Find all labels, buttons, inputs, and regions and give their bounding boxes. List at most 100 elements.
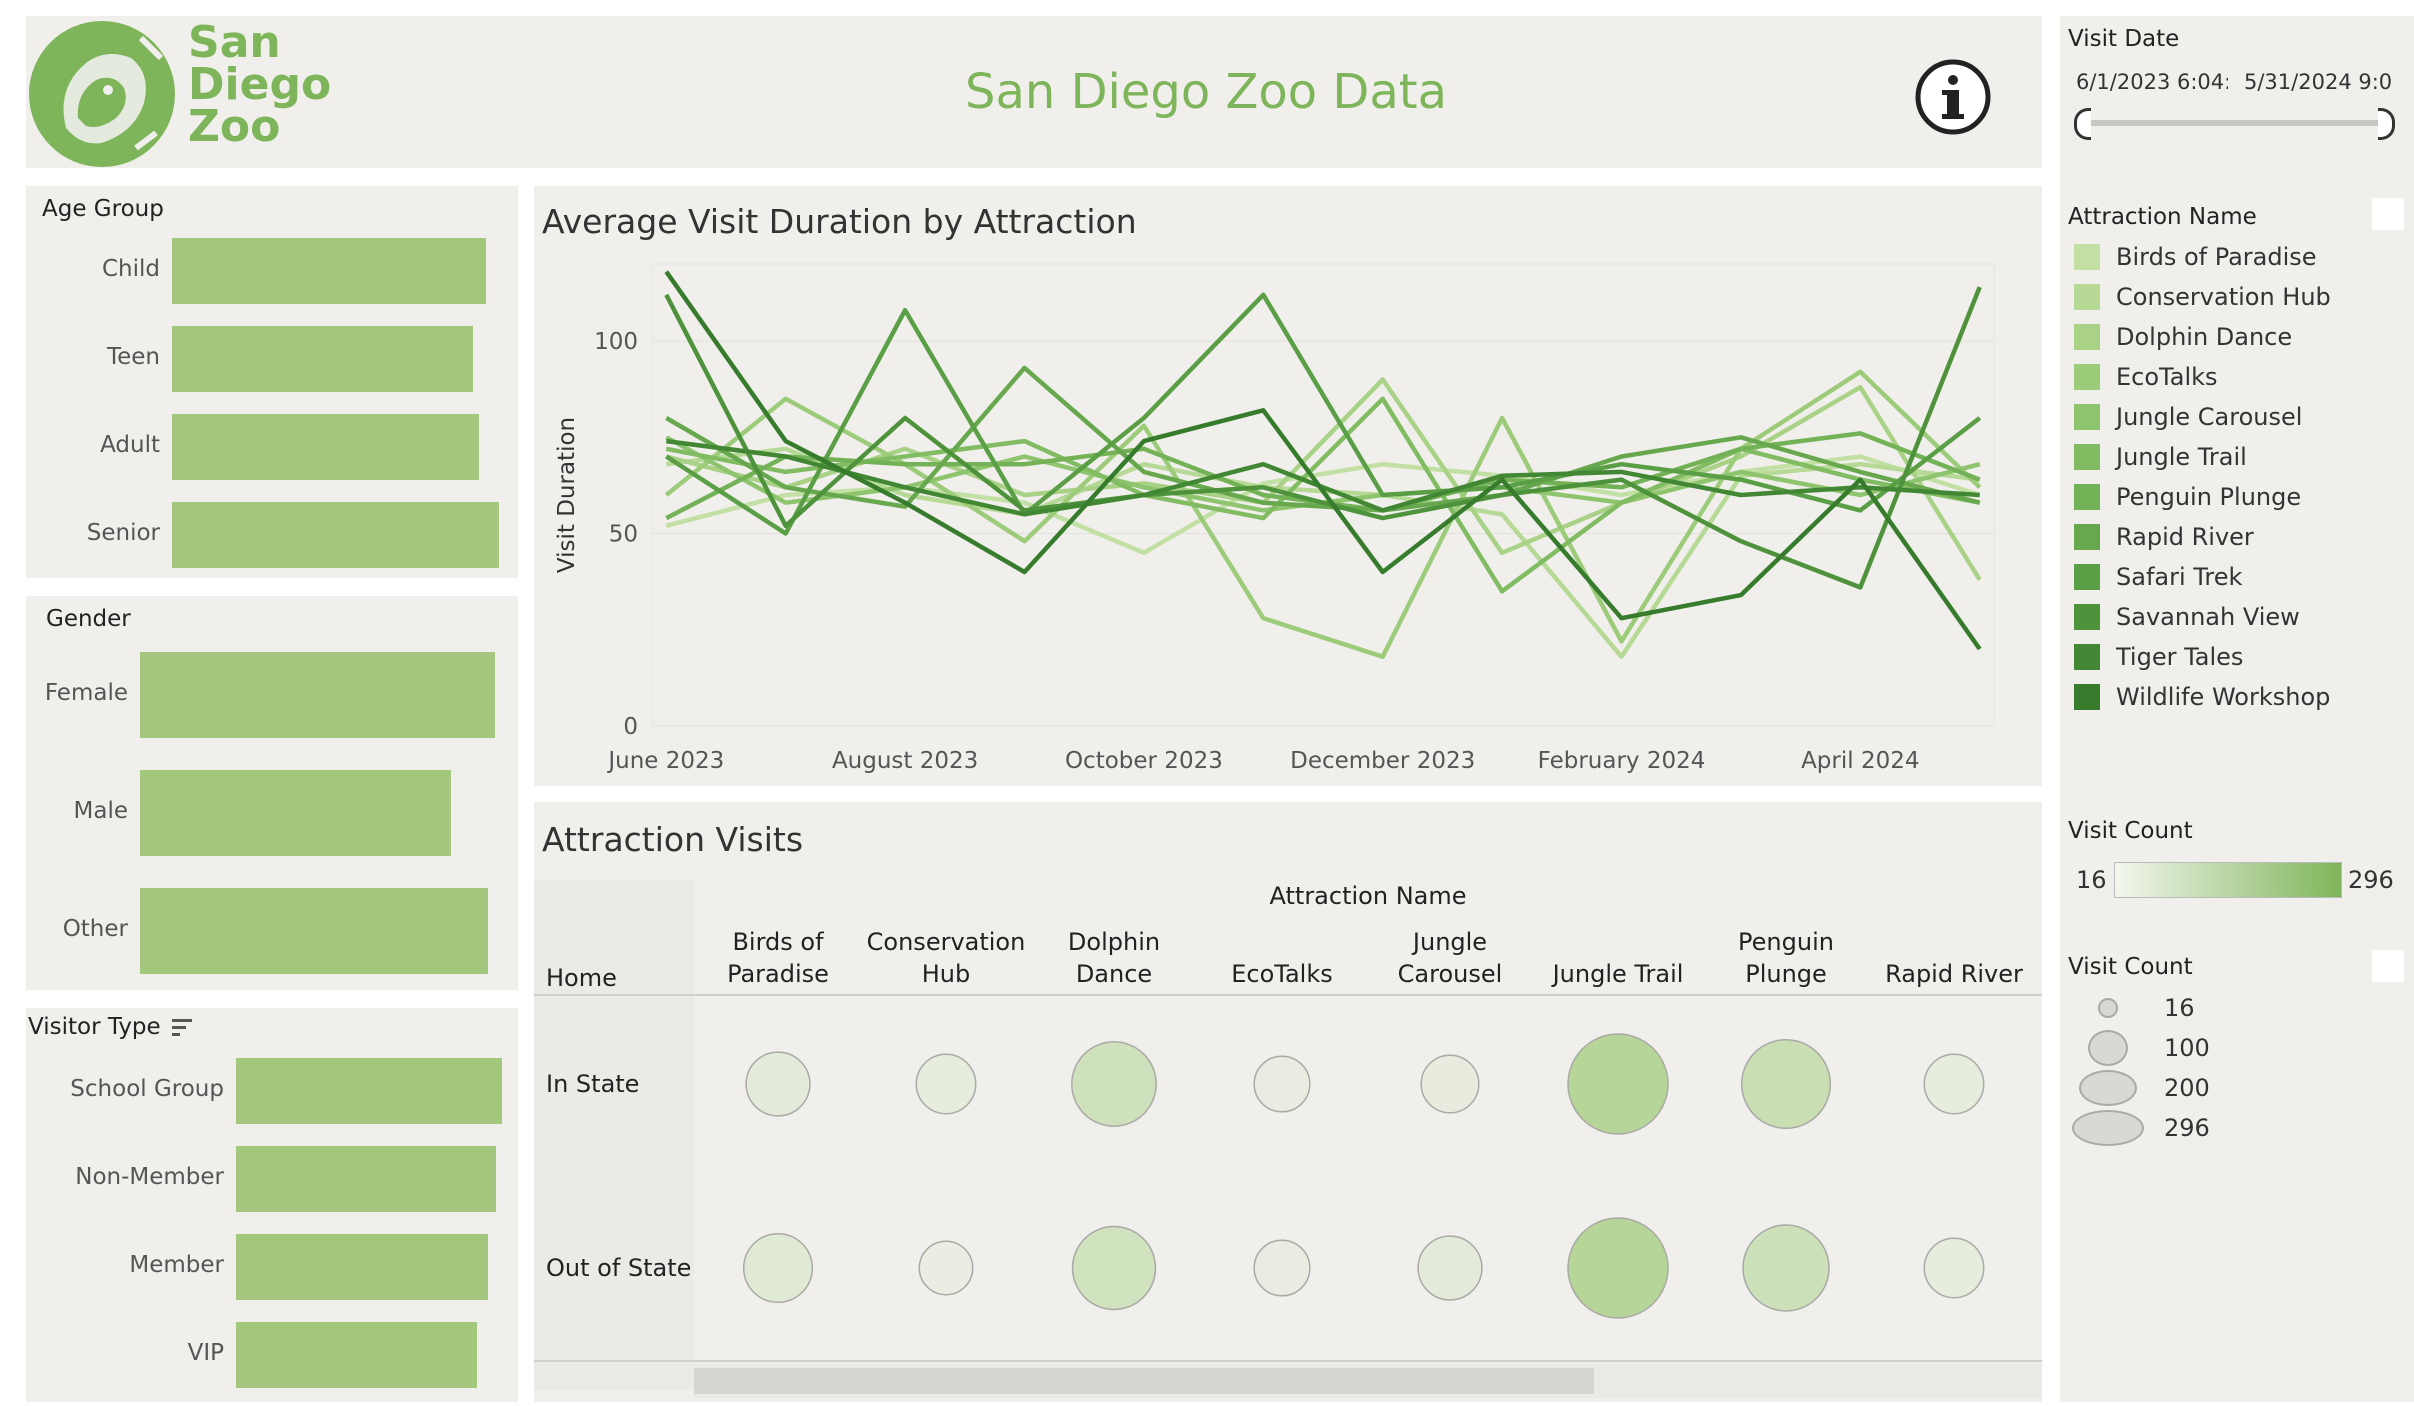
legend-item-rapid-river[interactable]: Rapid River — [2074, 517, 2254, 557]
legend-swatch — [2074, 684, 2100, 710]
x-tick-label-october-2023: October 2023 — [1065, 748, 1223, 774]
bubble-in-state-penguin-plunge — [1740, 1038, 1832, 1130]
attraction-legend-menu[interactable] — [2372, 198, 2404, 230]
bubble-in-state-dolphin-dance — [1071, 1041, 1157, 1127]
column-group-label: Attraction Name — [1269, 882, 1467, 910]
sort-icon[interactable] — [172, 1018, 194, 1038]
visit-count-size-title: Visit Count — [2068, 954, 2193, 980]
bottom-divider — [534, 1360, 2042, 1362]
visit-count-color-title: Visit Count — [2068, 818, 2193, 844]
date-slider-start-handle[interactable] — [2074, 108, 2091, 140]
y-tick-label-100: 100 — [594, 329, 638, 355]
column-header-rapid-river[interactable]: Rapid River — [1885, 960, 2023, 988]
page-title: San Diego Zoo Data — [965, 64, 1447, 120]
age-group-bar-senior[interactable] — [172, 502, 499, 568]
age-group-label-adult: Adult — [100, 432, 160, 458]
legend-swatch — [2074, 244, 2100, 270]
color-scale-max: 296 — [2348, 866, 2394, 894]
column-header-conservation-hub[interactable]: Conservation Hub — [866, 928, 1026, 988]
column-header-dolphin-dance[interactable]: Dolphin Dance — [1067, 928, 1161, 988]
line-chart-panel: Average Visit Duration by Attraction 0 50… — [534, 186, 2042, 786]
legend-item-wildlife-workshop[interactable]: Wildlife Workshop — [2074, 677, 2330, 717]
x-tick-label-june-2023: June 2023 — [606, 748, 724, 774]
size-legend-menu[interactable] — [2372, 950, 2404, 982]
legend-item-tiger-tales[interactable]: Tiger Tales — [2074, 637, 2243, 677]
age-group-panel: Age Group Child Teen Adult Senior — [26, 186, 518, 578]
legend-swatch — [2074, 644, 2100, 670]
color-scale-ramp — [2114, 862, 2342, 898]
column-header-birds-of-paradise[interactable]: Birds of Paradise — [727, 928, 829, 988]
legend-item-safari-trek[interactable]: Safari Trek — [2074, 557, 2242, 597]
legend-swatch — [2074, 484, 2100, 510]
legend-item-conservation-hub[interactable]: Conservation Hub — [2074, 277, 2331, 317]
size-legend-label-296: 296 — [2164, 1114, 2210, 1142]
visitor-type-label-vip: VIP — [187, 1340, 224, 1366]
legend-label: Tiger Tales — [2116, 643, 2244, 671]
gender-bar-male[interactable] — [140, 770, 451, 856]
age-group-bar-teen[interactable] — [172, 326, 473, 392]
legend-item-ecotalks[interactable]: EcoTalks — [2074, 357, 2218, 397]
horizontal-scrollbar-thumb[interactable] — [694, 1368, 1594, 1394]
bubble-panel: Attraction Visits Attraction Name Home B… — [534, 802, 2042, 1402]
legend-label: EcoTalks — [2116, 363, 2218, 391]
size-legend-label-200: 200 — [2164, 1074, 2210, 1102]
bubble-in-state-jungle-trail — [1567, 1033, 1669, 1135]
legend-item-savannah-view[interactable]: Savannah View — [2074, 597, 2300, 637]
visitor-type-bar-vip[interactable] — [236, 1322, 477, 1388]
series-line-wildlife-workshop — [664, 270, 1982, 651]
bubble-in-state-ecotalks — [1253, 1055, 1311, 1113]
line-chart: 0 50 100 June 2023 August 2023 October 2023 De… — [554, 263, 1995, 774]
bubble-out-of-state-jungle-trail — [1567, 1217, 1669, 1319]
gender-bar-other[interactable] — [140, 888, 488, 974]
legend-item-jungle-carousel[interactable]: Jungle Carousel — [2074, 397, 2302, 437]
y-tick-label-50: 50 — [609, 522, 638, 548]
visitor-type-bar-school-group[interactable] — [236, 1058, 502, 1124]
visit-date-start[interactable]: 6/1/2023 6:04: — [2076, 70, 2228, 94]
size-legend-label-100: 100 — [2164, 1034, 2210, 1062]
legend-item-dolphin-dance[interactable]: Dolphin Dance — [2074, 317, 2292, 357]
header-divider — [534, 994, 2042, 996]
column-header-jungle-carousel[interactable]: Jungle Carousel — [1397, 928, 1503, 988]
visit-date-end[interactable]: 5/31/2024 9:0 — [2244, 70, 2393, 94]
legend-item-birds-of-paradise[interactable]: Birds of Paradise — [2074, 237, 2317, 277]
logo-line-1: San — [188, 17, 281, 68]
series-line-savannah-view — [664, 286, 1982, 590]
column-header-penguin-plunge[interactable]: Penguin Plunge — [1738, 928, 1834, 988]
visitor-type-title: Visitor Type — [28, 1014, 161, 1040]
legend-label: Jungle Trail — [2116, 443, 2247, 471]
legend-swatch — [2074, 444, 2100, 470]
legend-item-penguin-plunge[interactable]: Penguin Plunge — [2074, 477, 2301, 517]
row-label-out-of-state[interactable]: Out of State — [546, 1254, 692, 1282]
visitor-type-bar-non-member[interactable] — [236, 1146, 496, 1212]
logo-line-2: Diego — [188, 59, 332, 110]
horizontal-scrollbar-track[interactable] — [694, 1364, 2042, 1398]
age-group-label-senior: Senior — [86, 520, 160, 546]
size-legend-circle-296 — [2072, 1110, 2144, 1146]
visitor-type-label-non-member: Non-Member — [75, 1164, 224, 1190]
gender-bar-female[interactable] — [140, 652, 495, 738]
column-header-jungle-trail[interactable]: Jungle Trail — [1552, 960, 1684, 988]
legend-item-jungle-trail[interactable]: Jungle Trail — [2074, 437, 2247, 477]
row-label-in-state[interactable]: In State — [546, 1070, 640, 1098]
x-tick-label-december-2023: December 2023 — [1290, 748, 1475, 774]
date-slider-track[interactable] — [2082, 120, 2384, 126]
date-slider-end-handle[interactable] — [2378, 108, 2395, 140]
gender-label-other: Other — [62, 916, 128, 942]
legend-swatch — [2074, 404, 2100, 430]
legend-label: Rapid River — [2116, 523, 2254, 551]
series-line-rapid-river — [665, 365, 1981, 513]
age-group-bar-child[interactable] — [172, 238, 486, 304]
size-legend-circle-16 — [2098, 998, 2118, 1018]
info-circle-icon[interactable] — [1914, 58, 1992, 136]
x-tick-label-april-2024: April 2024 — [1801, 748, 1919, 774]
bubble-out-of-state-rapid-river — [1923, 1237, 1985, 1299]
x-tick-label-february-2024: February 2024 — [1538, 748, 1706, 774]
visitor-type-bar-member[interactable] — [236, 1234, 488, 1300]
legend-swatch — [2074, 604, 2100, 630]
series-line-tiger-tales — [666, 438, 1980, 517]
bubble-out-of-state-ecotalks — [1253, 1239, 1311, 1297]
filter-sidebar: Visit Date 6/1/2023 6:04: 5/31/2024 9:0 … — [2060, 16, 2414, 1402]
gender-label-male: Male — [73, 798, 128, 824]
age-group-bar-adult[interactable] — [172, 414, 479, 480]
column-header-ecotalks[interactable]: EcoTalks — [1231, 960, 1333, 988]
